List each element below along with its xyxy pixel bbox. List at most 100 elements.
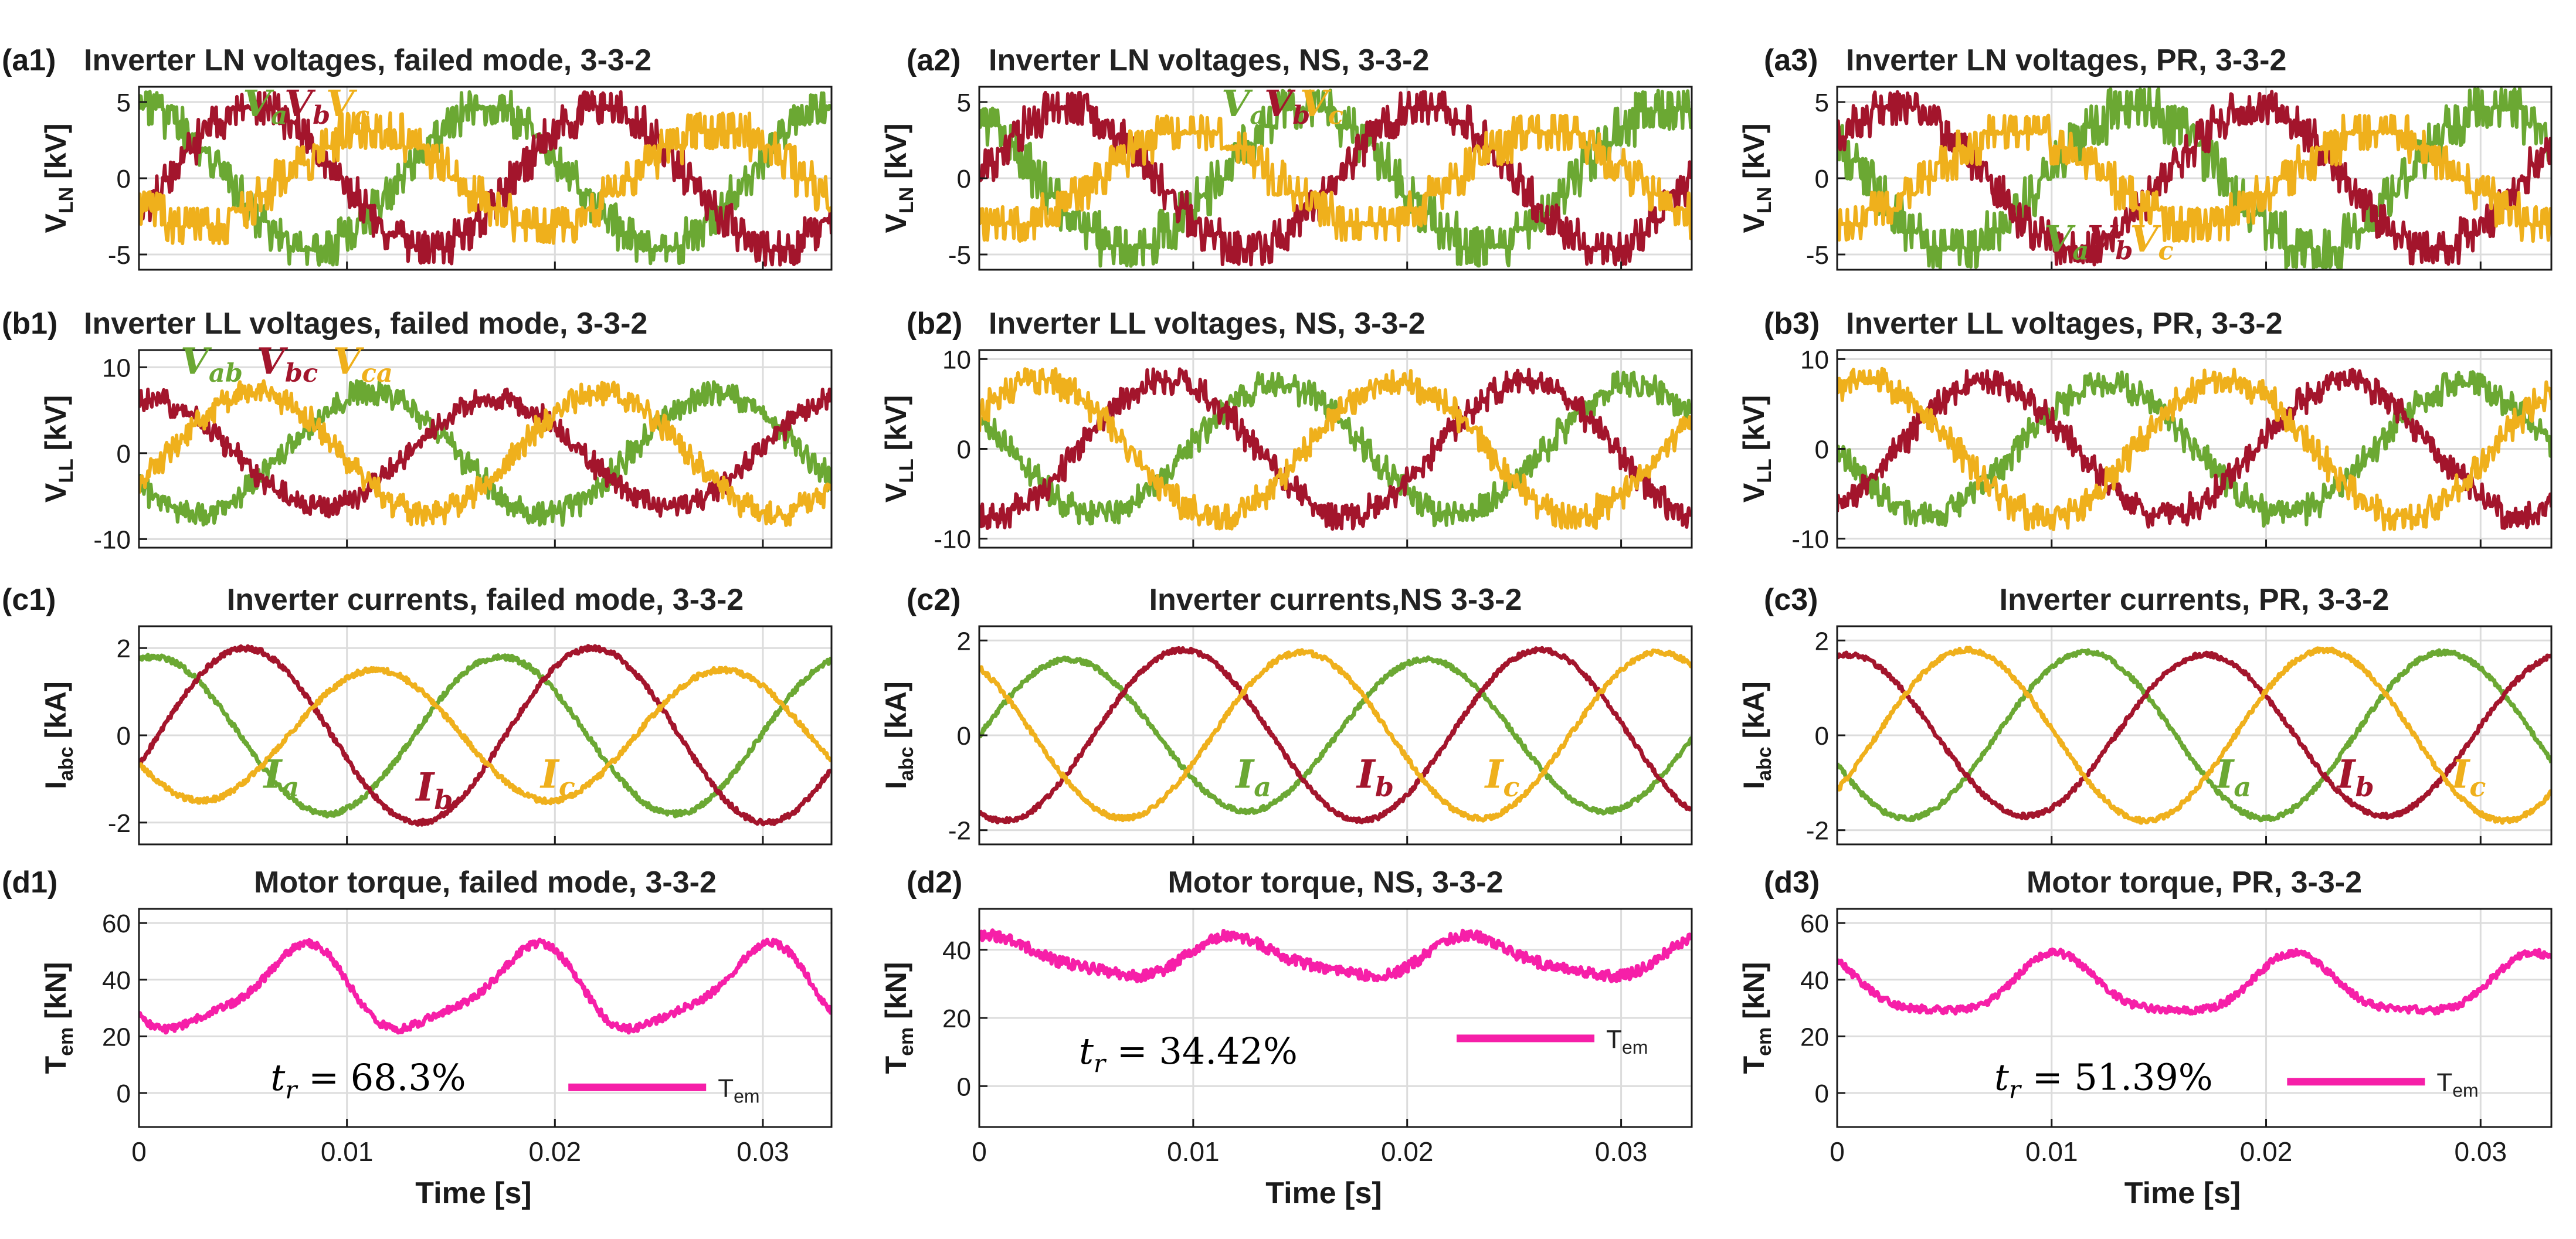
panel-title: Inverter LN voltages, failed mode, 3-3-2	[84, 43, 651, 77]
series-annotation: Vab	[181, 340, 243, 388]
y-tick-label: -10	[1791, 525, 1829, 554]
panel-d3: 0 20 40 60 0 0.01 0.02 0.03 Time [s] Tem [kN] (d3)…	[1737, 865, 2553, 1210]
series-annotation: Ib	[2336, 751, 2374, 803]
series-line-Vbc	[139, 387, 831, 519]
series-annotation: Ib	[1356, 751, 1394, 803]
tr-annotation: tr = 68.3%	[270, 1056, 466, 1104]
panel-b2: -10 0 10 VLL [kV] (b2) Inverter LL voltages, …	[880, 307, 1693, 554]
series-group	[979, 646, 1692, 824]
series-annotation: Va	[2044, 218, 2089, 266]
x-tick-label: 0.02	[1381, 1136, 1434, 1167]
legend-label: Tem	[2436, 1068, 2478, 1101]
panel-label: (b2)	[907, 307, 962, 341]
panel-c1: -2 0 2 Iabc [kA] (c1) Inverter currents, fail…	[2, 583, 833, 846]
series-annotation: Ia	[263, 751, 300, 803]
series-group	[979, 928, 1692, 983]
panel-title: Inverter currents, PR, 3-3-2	[2000, 583, 2390, 617]
axes-frame	[138, 349, 833, 549]
x-tick-label: 0.02	[2240, 1136, 2293, 1167]
panel-label: (b1)	[2, 307, 57, 341]
series-line-Vab	[1837, 370, 2551, 528]
series-line-Ia	[1837, 648, 2551, 823]
series-annotation: Vb	[2087, 218, 2133, 266]
panel-b1: -10 0 10 VLL [kV] (b1) Inverter LL voltages, …	[2, 307, 833, 554]
y-tick-label: -2	[948, 817, 971, 846]
panel-a2: -5 0 5 VLN [kV] (a2) Inverter LN voltages, NS…	[880, 43, 1693, 271]
x-tick-label: 0.01	[321, 1136, 374, 1167]
y-tick-label: 0	[957, 165, 971, 194]
x-tick-label: 0	[972, 1136, 987, 1167]
y-tick-label: 10	[942, 345, 971, 374]
y-tick-label: 0	[957, 722, 971, 751]
panel-title: Motor torque, PR, 3-3-2	[2027, 865, 2362, 899]
y-tick-label: 0	[1815, 722, 1829, 751]
series-annotation: Ic	[1484, 751, 1520, 803]
y-axis-label: Tem [kN]	[1737, 962, 1776, 1074]
panel-title: Inverter LN voltages, PR, 3-3-2	[1846, 43, 2286, 77]
series-annotation: Va	[1221, 82, 1266, 131]
series-line-Vca	[979, 367, 1692, 531]
panel-a1: -5 0 5 VLN [kV] (a1) Inverter LN voltages, fa…	[2, 43, 833, 271]
panel-d2: 0 20 40 0 0.01 0.02 0.03 Time [s] Tem [kN] (d2) Mo…	[880, 865, 1693, 1210]
x-axis-label: Time [s]	[415, 1176, 531, 1210]
y-axis-label: VLL [kV]	[880, 395, 918, 503]
series-line-Ia	[979, 655, 1692, 816]
y-tick-label: 20	[1800, 1023, 1829, 1051]
series-group	[979, 367, 1692, 531]
y-tick-label: -5	[948, 241, 971, 270]
y-tick-label: 2	[117, 634, 131, 663]
y-axis-label: Iabc [kA]	[39, 681, 77, 789]
x-axis-label: Time [s]	[2124, 1176, 2241, 1210]
panel-label: (c3)	[1764, 583, 1818, 617]
x-tick-label: 0.01	[2025, 1136, 2078, 1167]
tr-annotation: tr = 34.42%	[1079, 1030, 1298, 1078]
y-axis-label: Iabc [kA]	[880, 681, 918, 789]
series-group	[139, 90, 831, 267]
series-line-Ic	[979, 648, 1692, 823]
series-annotation: Ib	[415, 765, 453, 816]
x-tick-label: 0.01	[1167, 1136, 1220, 1167]
y-axis-label: Tem [kN]	[39, 962, 77, 1074]
panel-title: Inverter LL voltages, NS, 3-3-2	[989, 307, 1426, 341]
y-tick-label: 0	[117, 165, 131, 194]
series-group	[1837, 366, 2551, 532]
y-tick-label: 10	[1800, 345, 1829, 374]
axes-frame	[1836, 908, 2553, 1128]
series-line-Vb	[139, 90, 831, 267]
series-line-Ib	[139, 644, 831, 827]
series-line-Tem	[139, 938, 831, 1035]
y-tick-label: 0	[1815, 436, 1829, 464]
series-line-Ic	[139, 666, 831, 806]
series-group	[1837, 87, 2551, 270]
y-tick-label: 0	[957, 1072, 971, 1101]
y-axis-label: VLL [kV]	[1737, 395, 1776, 503]
panel-label: (d1)	[2, 865, 57, 899]
series-group	[1837, 947, 2551, 1016]
series-line-Ib	[1837, 650, 2551, 820]
series-line-Ib	[979, 646, 1692, 824]
series-group	[139, 938, 831, 1035]
plot-area	[1837, 909, 2551, 1127]
y-tick-label: 5	[957, 89, 971, 117]
panel-title: Motor torque, NS, 3-3-2	[1167, 865, 1503, 899]
y-tick-label: 20	[102, 1023, 131, 1051]
series-group	[1837, 646, 2551, 825]
y-tick-label: 0	[117, 440, 131, 469]
panel-title: Motor torque, failed mode, 3-3-2	[254, 865, 717, 899]
series-group	[979, 89, 1692, 268]
y-tick-label: 0	[117, 722, 131, 751]
plot-area	[139, 909, 831, 1127]
series-line-Vc	[1837, 113, 2551, 243]
y-tick-label: 2	[957, 627, 971, 656]
series-line-Vca	[139, 379, 831, 527]
series-line-Vc	[139, 111, 831, 246]
series-annotation: Va	[243, 82, 287, 131]
panel-label: (d2)	[907, 865, 962, 899]
series-line-Tem	[979, 928, 1692, 983]
panel-label: (b3)	[1764, 307, 1820, 341]
panel-title: Inverter LL voltages, failed mode, 3-3-2	[84, 307, 647, 341]
series-annotation: Vbc	[257, 340, 318, 388]
y-tick-label: 40	[942, 936, 971, 965]
y-tick-label: 40	[102, 966, 131, 995]
